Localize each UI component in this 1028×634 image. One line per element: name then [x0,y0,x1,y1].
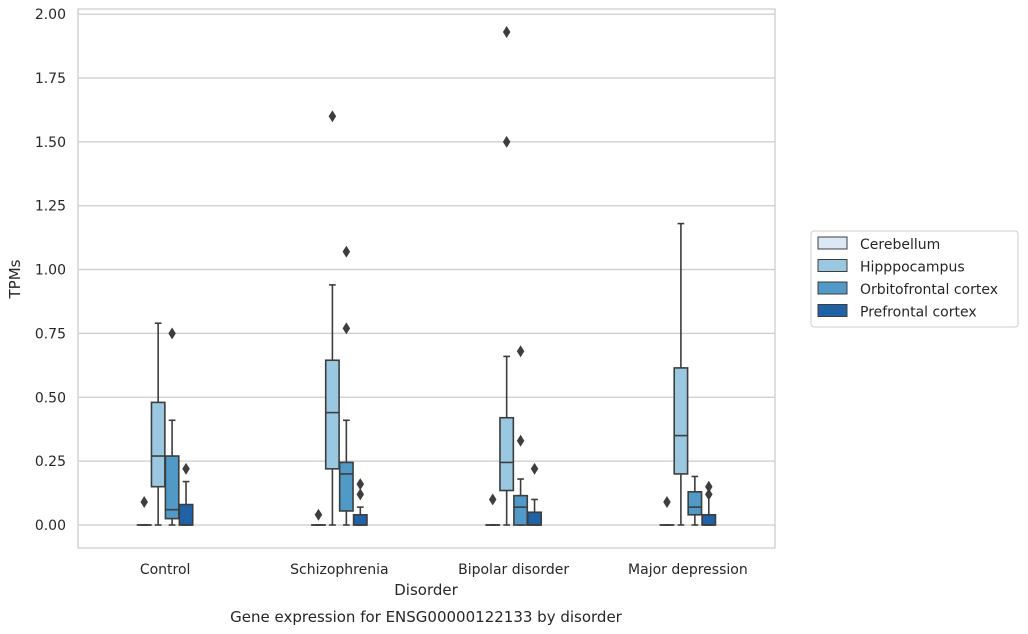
box [687,491,703,516]
outlier-point [168,327,176,340]
outlier-point [530,462,539,475]
outlier-point [182,462,190,475]
x-tick-label: Major depression [628,562,748,578]
y-tick-label: 1.75 [35,71,66,87]
box [673,367,689,475]
legend: Cerebellum Hipppocampus Orbitofrontal cort… [810,230,1019,328]
box-group [701,480,717,526]
y-tick-label: 2.00 [35,7,66,23]
box-group [150,322,166,526]
legend-swatch [817,304,848,317]
box-group [499,26,515,526]
legend-frame [810,230,1019,328]
outlier-point [140,496,148,508]
outlier-point [342,245,351,258]
box-group [352,478,368,526]
box-group [338,245,354,526]
box [513,494,529,526]
box-group [527,462,543,526]
box [499,416,515,492]
grid [78,13,775,526]
outlier-point [342,322,351,335]
outlier-point [705,480,713,493]
outlier-point [516,345,525,358]
y-ticks: 0.00 0.25 0.50 0.75 1.00 1.25 1.50 1.75 2.00 [35,7,66,534]
x-axis-label: Disorder [394,581,458,599]
legend-label: Orbitofrontal cortex [860,282,998,298]
box [178,503,194,526]
outlier-point [328,110,337,123]
box [701,513,717,526]
outlier-point [356,488,365,501]
box-group [687,475,703,526]
outlier-point [314,508,323,521]
box [150,401,166,488]
y-tick-label: 0.50 [35,390,66,406]
box [338,461,354,512]
y-tick-label: 1.50 [35,135,66,151]
box-group [659,496,675,526]
box [164,455,180,520]
box-group [513,345,529,526]
y-tick-label: 0.75 [35,326,66,342]
outlier-point [488,493,497,506]
box [352,513,368,526]
outlier-point [502,135,511,148]
box-group [178,462,194,526]
box-group [673,222,689,526]
box-group [485,493,501,526]
outlier-point [516,434,525,447]
box-group [324,110,340,526]
outlier-point [705,488,713,501]
legend-label: Hipppocampus [860,260,965,276]
legend-swatch [817,281,848,295]
x-ticks: Control Schizophrenia Bipolar disorder Majo… [140,562,748,578]
box-group [310,508,326,526]
box-group [164,327,180,526]
y-tick-label: 0.25 [35,454,66,470]
x-tick-label: Schizophrenia [290,562,388,578]
y-tick-label: 0.00 [35,518,66,534]
box [527,511,543,526]
box-plots [136,26,717,526]
legend-label: Prefrontal cortex [860,305,977,321]
outlier-point [502,26,511,38]
y-tick-label: 1.00 [35,263,66,279]
box [324,359,340,470]
y-axis-label: TPMs [6,259,24,299]
outlier-point [356,478,365,491]
box-group [136,496,152,526]
legend-swatch [817,259,848,272]
outlier-point [663,496,671,508]
x-tick-label: Bipolar disorder [458,562,569,578]
plot-frame [77,8,776,549]
chart-caption: Gene expression for ENSG00000122133 by d… [230,608,623,626]
y-tick-label: 1.25 [35,199,66,215]
legend-label: Cerebellum [860,237,940,253]
x-tick-label: Control [140,562,191,578]
legend-swatch [817,236,848,250]
